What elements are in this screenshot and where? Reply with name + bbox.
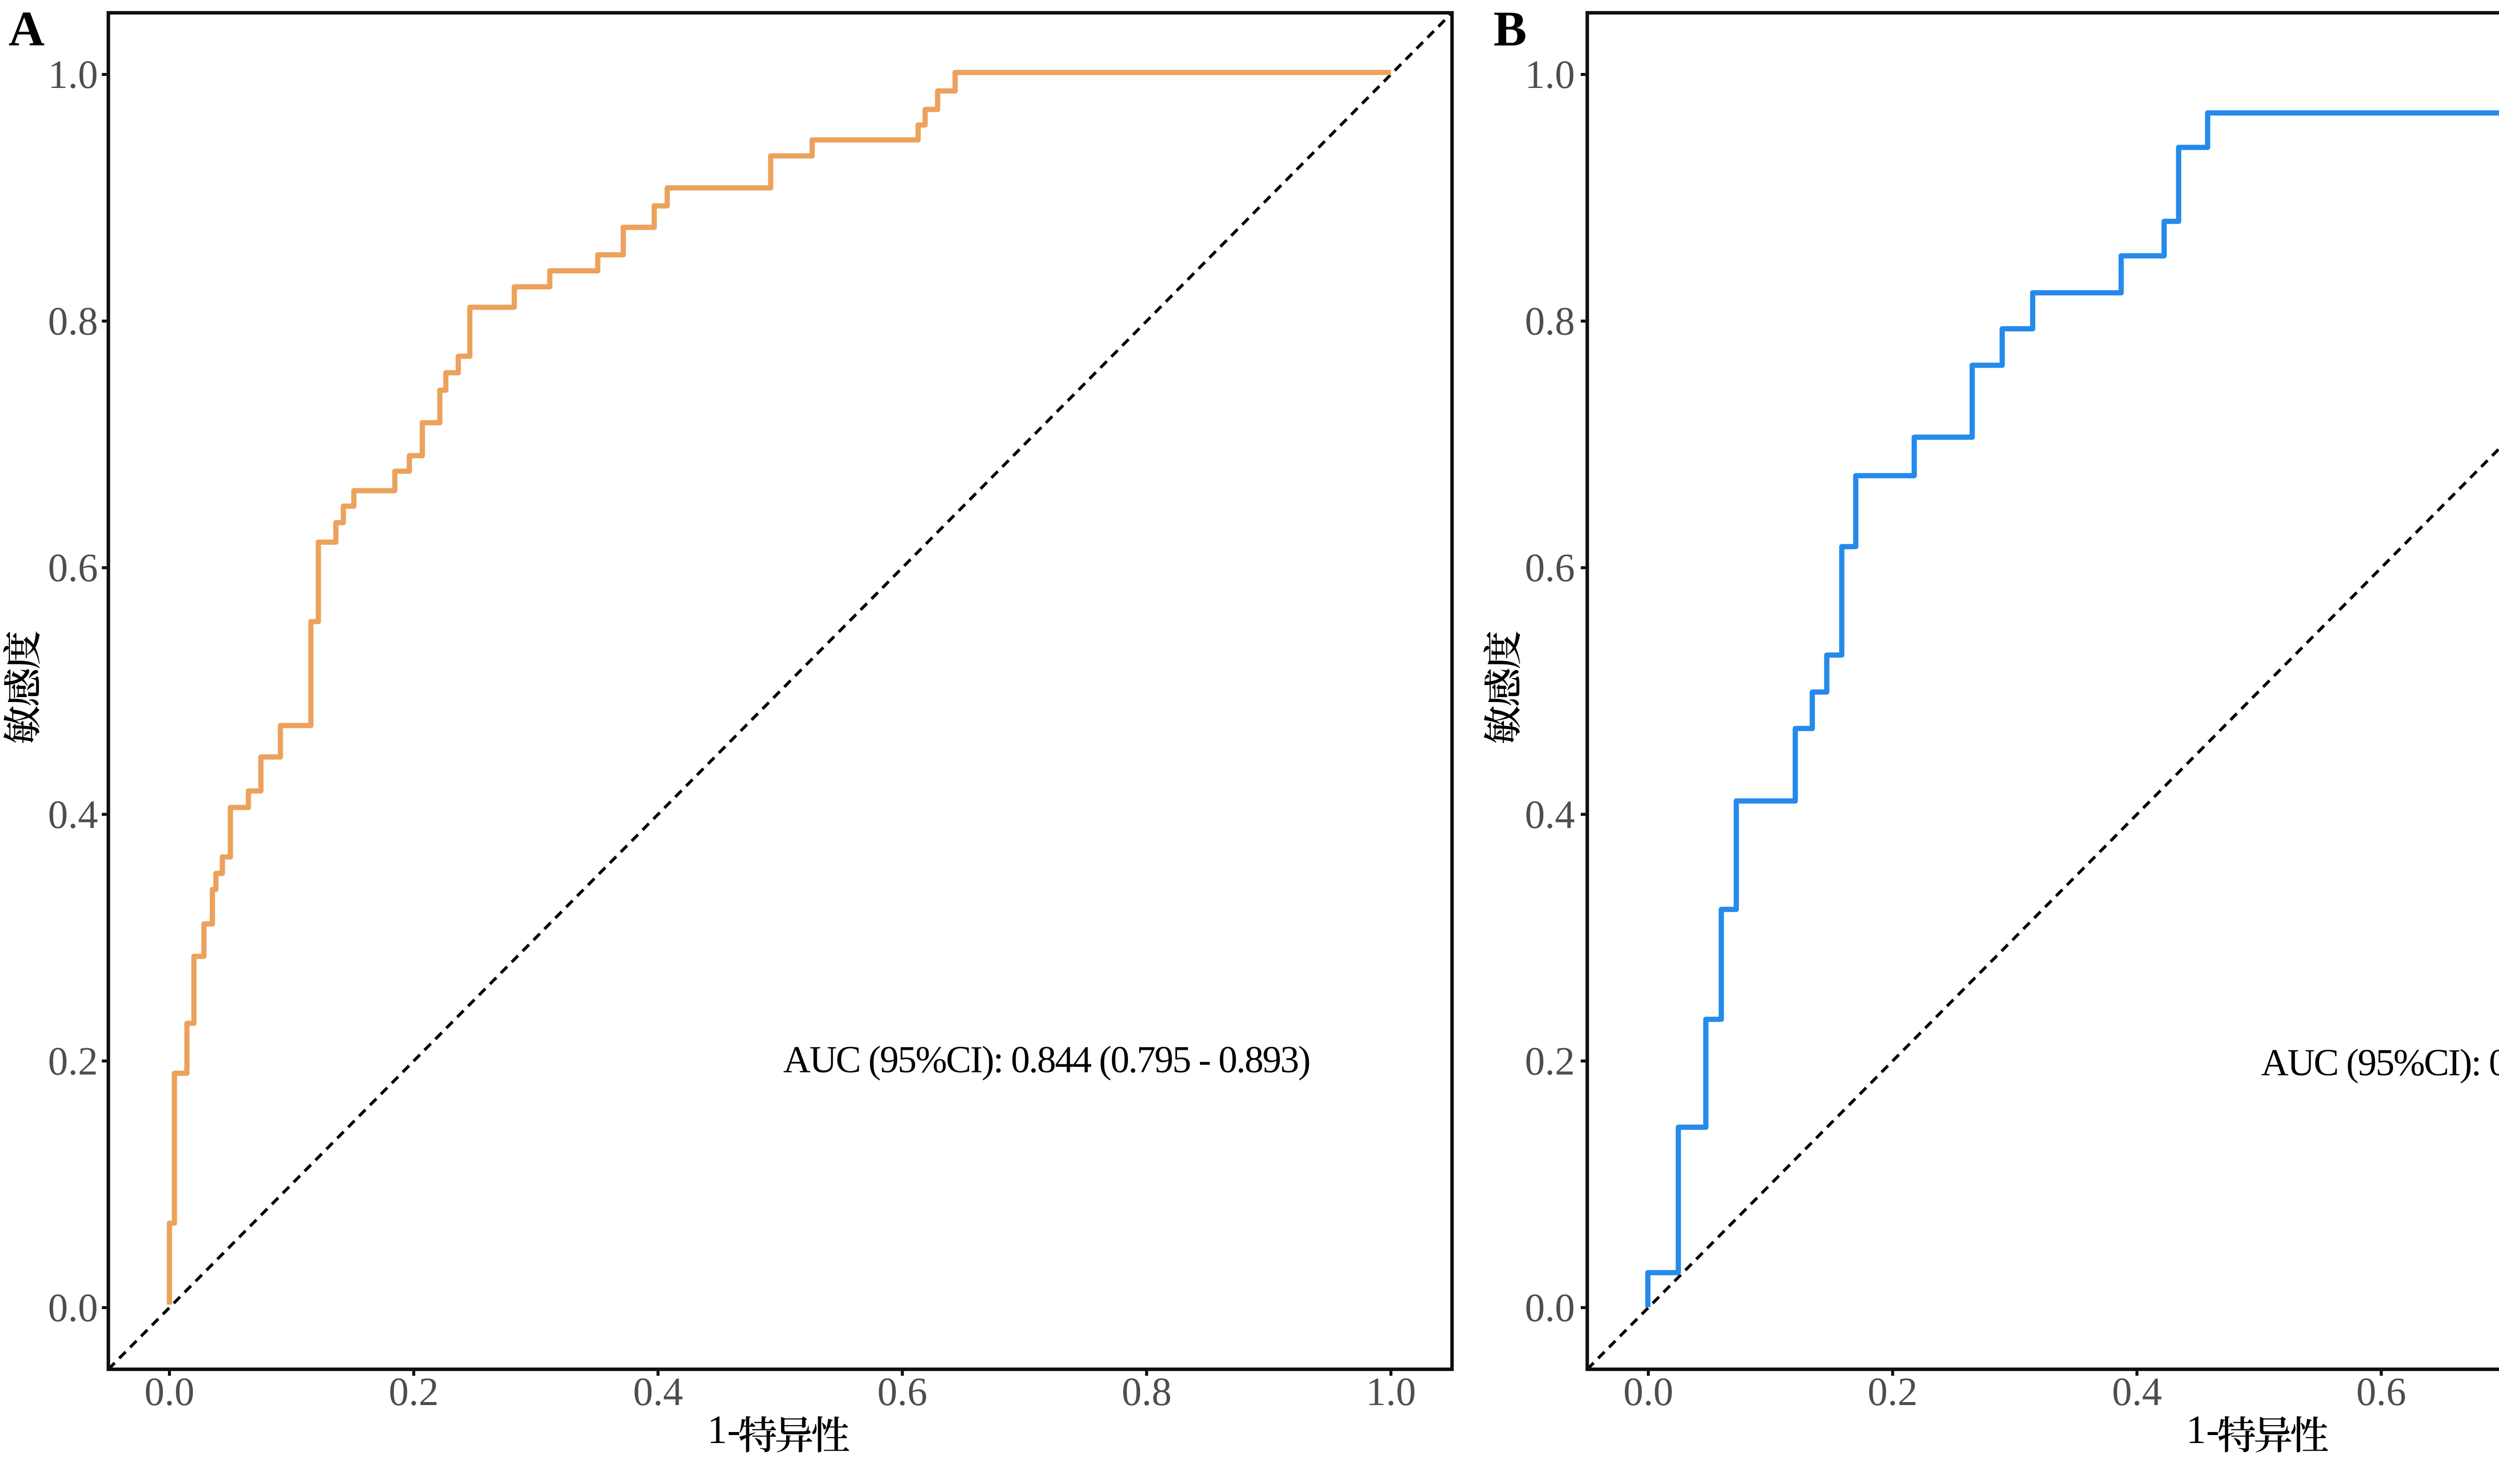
svg-text:0.6: 0.6 (1525, 546, 1575, 590)
svg-text:1-: 1- (2186, 1408, 2220, 1452)
svg-text:1.0: 1.0 (1525, 53, 1575, 97)
svg-text:0.8: 0.8 (1525, 300, 1575, 344)
svg-text:0.2: 0.2 (389, 1370, 439, 1414)
svg-text:0.2: 0.2 (1868, 1370, 1918, 1414)
svg-text:0.2: 0.2 (48, 1039, 98, 1083)
svg-text:0.8: 0.8 (1122, 1370, 1172, 1414)
svg-text:0.4: 0.4 (633, 1370, 683, 1414)
svg-text:0.6: 0.6 (48, 546, 98, 590)
svg-text:0.4: 0.4 (1525, 793, 1575, 837)
svg-text:1-: 1- (707, 1408, 741, 1452)
svg-text:1.0: 1.0 (1366, 1370, 1416, 1414)
svg-text:1.0: 1.0 (48, 53, 98, 97)
svg-text:0.0: 0.0 (144, 1370, 194, 1414)
svg-text:0.8: 0.8 (48, 300, 98, 344)
svg-text:AUC (95%CI): 0.817 (0.738 - 0.: AUC (95%CI): 0.817 (0.738 - 0.896) (2261, 1042, 2499, 1084)
svg-text:0.0: 0.0 (1623, 1370, 1673, 1414)
svg-text:AUC (95%CI): 0.844 (0.795 - 0.: AUC (95%CI): 0.844 (0.795 - 0.893) (783, 1039, 1309, 1081)
svg-text:0.6: 0.6 (2356, 1370, 2406, 1414)
svg-text:0.2: 0.2 (1525, 1039, 1575, 1083)
svg-text:0.4: 0.4 (2112, 1370, 2162, 1414)
svg-text:0.4: 0.4 (48, 793, 98, 837)
svg-text:0.0: 0.0 (48, 1286, 98, 1330)
svg-text:B: B (1493, 1, 1527, 56)
svg-text:A: A (8, 1, 44, 56)
svg-text:0.0: 0.0 (1525, 1286, 1575, 1330)
svg-text:0.6: 0.6 (877, 1370, 927, 1414)
